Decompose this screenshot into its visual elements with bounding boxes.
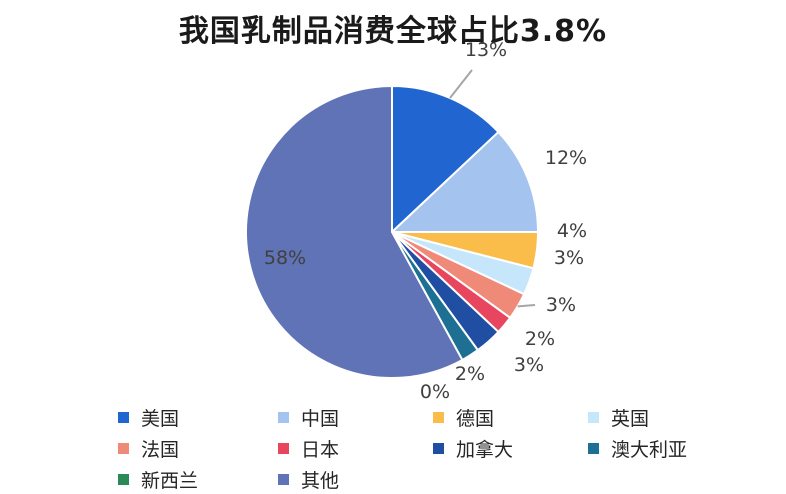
legend-label: 英国 <box>611 408 650 430</box>
legend-swatch <box>278 474 289 485</box>
pie-slice-9 <box>245 84 464 379</box>
data-label: 58% <box>264 247 306 269</box>
legend-label: 其他 <box>301 470 340 492</box>
legend-label: 日本 <box>301 439 340 461</box>
legend-swatch <box>118 412 129 423</box>
legend-item: 中国 <box>278 404 339 431</box>
data-label: 3% <box>546 294 576 316</box>
legend-label: 澳大利亚 <box>611 439 688 461</box>
legend-label: 法国 <box>141 439 180 461</box>
legend-item: 英国 <box>588 404 649 431</box>
leader-line <box>517 304 536 308</box>
legend-swatch <box>588 443 599 454</box>
legend-swatch <box>278 443 289 454</box>
legend-label: 加拿大 <box>456 439 514 461</box>
legend-item: 新西兰 <box>118 466 198 493</box>
legend-swatch <box>433 412 444 423</box>
legend-item: 澳大利亚 <box>588 435 687 462</box>
leader-line <box>449 69 473 99</box>
legend-swatch <box>278 412 289 423</box>
data-label: 2% <box>455 363 485 385</box>
legend-item: 其他 <box>278 466 339 493</box>
legend-label: 中国 <box>301 408 340 430</box>
legend-item: 加拿大 <box>433 435 513 462</box>
chart-title: 我国乳制品消费全球占比3.8% <box>178 14 608 49</box>
legend-label: 德国 <box>456 408 495 430</box>
legend-item: 德国 <box>433 404 494 431</box>
legend-swatch <box>588 412 599 423</box>
data-label: 12% <box>545 147 587 169</box>
data-label: 4% <box>557 220 587 242</box>
data-label: 3% <box>554 247 584 269</box>
legend-item: 美国 <box>118 404 179 431</box>
legend-swatch <box>118 443 129 454</box>
legend-item: 法国 <box>118 435 179 462</box>
pie-slice-0 <box>391 84 500 235</box>
data-label: 3% <box>514 354 544 376</box>
data-label: 13% <box>465 39 507 61</box>
legend-label: 美国 <box>141 408 180 430</box>
data-label: 2% <box>525 328 555 350</box>
legend-label: 新西兰 <box>141 470 199 492</box>
legend-item: 日本 <box>278 435 339 462</box>
legend-swatch <box>118 474 129 485</box>
data-label: 0% <box>420 381 450 403</box>
legend-swatch <box>433 443 444 454</box>
pie-slice-1 <box>389 130 540 233</box>
